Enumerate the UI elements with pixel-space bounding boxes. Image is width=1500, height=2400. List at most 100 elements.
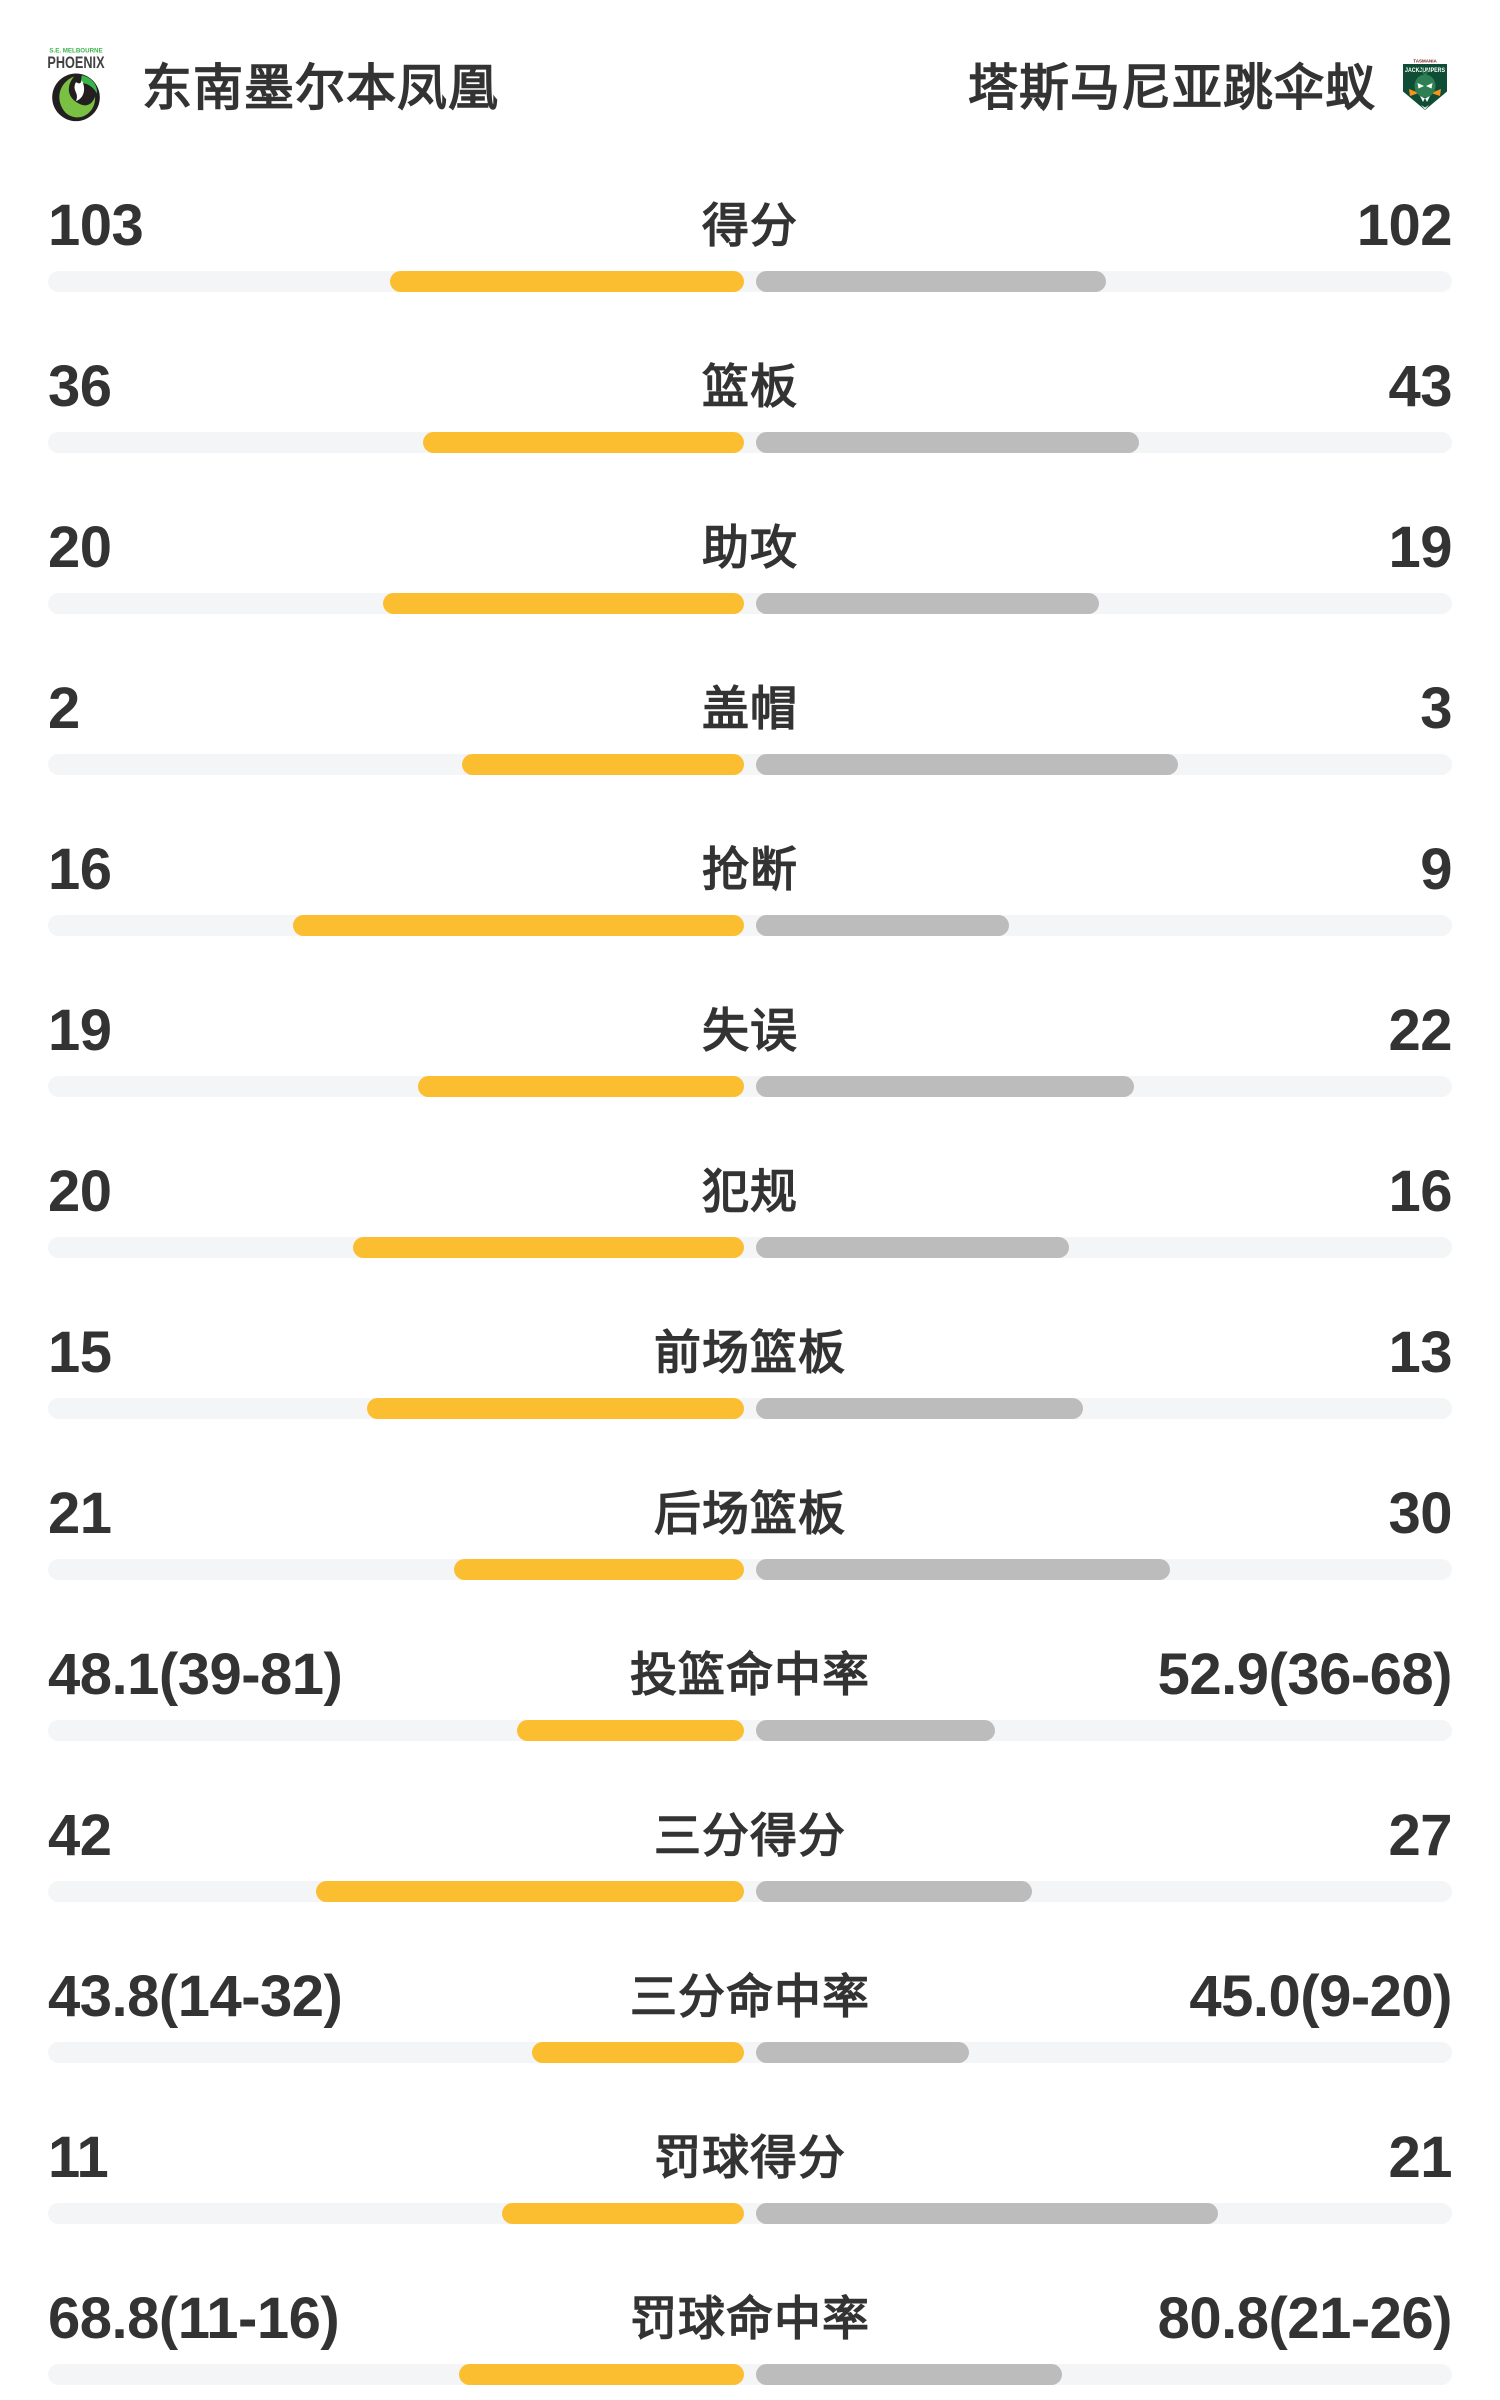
phoenix-ball-emblem	[52, 73, 100, 122]
away-stat-value: 16	[1388, 1159, 1452, 1224]
stat-label: 盖帽	[702, 682, 798, 735]
home-stat-value: 11	[48, 2125, 109, 2190]
stat-row-header: 2 盖帽 3	[48, 678, 1452, 740]
away-stat-value: 30	[1388, 1481, 1452, 1546]
home-stat-value: 68.8(11-16)	[48, 2286, 340, 2351]
stat-bar-track	[48, 754, 1452, 775]
away-stat-value: 80.8(21-26)	[1157, 2286, 1453, 2351]
stat-bar-track	[48, 2364, 1452, 2385]
stat-label: 助攻	[702, 521, 798, 574]
stat-row-header: 36 篮板 43	[48, 356, 1452, 418]
stat-row-header: 68.8(11-16) 罚球命中率 80.8(21-26)	[48, 2286, 1453, 2351]
stat-row: 11 罚球得分 21	[48, 2127, 1452, 2224]
stat-bar-track	[48, 1720, 1452, 1741]
away-stat-value: 13	[1388, 1320, 1452, 1385]
home-stat-value: 19	[48, 998, 112, 1063]
away-stat-bar	[756, 1559, 1170, 1580]
away-stat-bar	[756, 593, 1099, 614]
stat-row: 43.8(14-32) 三分命中率 45.0(9-20)	[48, 1966, 1452, 2063]
stat-row-header: 16 抢断 9	[48, 839, 1452, 901]
away-stat-value: 21	[1388, 2125, 1452, 2190]
away-stat-bar	[756, 1881, 1032, 1902]
stat-bar-track	[48, 1237, 1452, 1258]
away-stat-bar	[756, 1237, 1069, 1258]
stat-bar-track	[48, 1559, 1452, 1580]
home-stat-bar	[517, 1720, 744, 1741]
home-stat-value: 42	[48, 1803, 112, 1868]
stat-label: 三分得分	[654, 1809, 846, 1862]
stat-bar-track	[48, 1076, 1452, 1097]
home-stat-value: 21	[48, 1481, 112, 1546]
stat-row-header: 48.1(39-81) 投篮命中率 52.9(36-68)	[48, 1642, 1453, 1707]
home-stat-bar	[293, 915, 744, 936]
phoenix-team-logo[interactable]: S.E. MELBOURNE PHOENIX	[36, 44, 116, 124]
away-stat-bar	[756, 1720, 995, 1741]
stat-row-header: 43.8(14-32) 三分命中率 45.0(9-20)	[48, 1966, 1452, 2028]
away-team-name[interactable]: 塔斯马尼亚跳伞蚁	[968, 60, 1376, 116]
jackjumpers-logo-wordmark: JACKJUMPERS	[1405, 68, 1445, 74]
stat-label: 罚球命中率	[630, 2292, 870, 2345]
away-stat-bar	[756, 2042, 969, 2063]
home-stat-bar	[418, 1076, 744, 1097]
home-stat-bar	[532, 2042, 744, 2063]
stat-row: 16 抢断 9	[48, 839, 1452, 936]
home-stat-bar	[454, 1559, 744, 1580]
away-stat-value: 3	[1420, 676, 1452, 741]
phoenix-logo-wordmark: PHOENIX	[47, 54, 104, 72]
home-stat-bar	[353, 1237, 744, 1258]
home-team-name[interactable]: 东南墨尔本凤凰	[142, 60, 499, 116]
home-stat-bar	[459, 2364, 744, 2385]
home-stat-bar	[462, 754, 744, 775]
stat-row-header: 103 得分 102	[48, 193, 1453, 258]
away-stat-bar	[756, 432, 1139, 453]
home-stat-bar	[423, 432, 744, 453]
home-stat-value: 16	[48, 837, 112, 902]
stat-row: 68.8(11-16) 罚球命中率 80.8(21-26)	[48, 2286, 1453, 2385]
stat-bar-track	[48, 271, 1452, 292]
stat-label: 失误	[702, 1004, 798, 1057]
match-header: S.E. MELBOURNE PHOENIX 东南墨尔本凤凰 塔斯马尼亚跳伞蚁 …	[0, 0, 1500, 124]
stat-label: 前场篮板	[654, 1326, 846, 1379]
stat-row: 19 失误 22	[48, 1000, 1452, 1097]
stat-row: 20 犯规 16	[48, 1161, 1452, 1258]
stat-row-header: 21 后场篮板 30	[48, 1483, 1452, 1545]
stat-row: 20 助攻 19	[48, 517, 1452, 614]
home-stat-value: 103	[48, 193, 144, 258]
stat-row-header: 11 罚球得分 21	[48, 2127, 1452, 2189]
stat-bar-track	[48, 915, 1452, 936]
jackjumpers-logo-location-text: TASMANIA	[1413, 59, 1437, 64]
away-stat-bar	[756, 915, 1009, 936]
stat-row: 42 三分得分 27	[48, 1805, 1452, 1902]
away-stat-value: 9	[1420, 837, 1452, 902]
stat-row-header: 20 犯规 16	[48, 1161, 1452, 1223]
home-stat-bar	[502, 2203, 744, 2224]
stat-label: 投篮命中率	[630, 1648, 870, 1701]
stat-label: 后场篮板	[654, 1487, 846, 1540]
away-stat-value: 52.9(36-68)	[1157, 1642, 1453, 1707]
stat-bar-track	[48, 2042, 1452, 2063]
stat-row: 2 盖帽 3	[48, 678, 1452, 775]
away-stat-value: 27	[1388, 1803, 1452, 1868]
away-stat-bar	[756, 1076, 1134, 1097]
stat-bar-track	[48, 2203, 1452, 2224]
stat-row-header: 20 助攻 19	[48, 517, 1452, 579]
stat-row-header: 19 失误 22	[48, 1000, 1452, 1062]
home-stat-value: 2	[48, 676, 80, 741]
home-stat-value: 43.8(14-32)	[48, 1964, 343, 2029]
home-stat-bar	[316, 1881, 744, 1902]
stat-label: 抢断	[702, 843, 798, 896]
away-stat-bar	[756, 1398, 1083, 1419]
home-stat-value: 36	[48, 354, 112, 419]
home-stat-bar	[390, 271, 744, 292]
jackjumpers-team-logo[interactable]: TASMANIA JACKJUMPERS	[1398, 53, 1452, 115]
stat-row-header: 15 前场篮板 13	[48, 1322, 1452, 1384]
away-stat-value: 19	[1388, 515, 1452, 580]
home-stat-bar	[383, 593, 744, 614]
stat-bar-track	[48, 1881, 1452, 1902]
stats-list: 103 得分 102 36 篮板 43 20 助攻 19	[0, 195, 1500, 2385]
stat-row: 15 前场篮板 13	[48, 1322, 1452, 1419]
away-stat-bar	[756, 2203, 1218, 2224]
home-stat-value: 20	[48, 515, 112, 580]
stat-bar-track	[48, 593, 1452, 614]
